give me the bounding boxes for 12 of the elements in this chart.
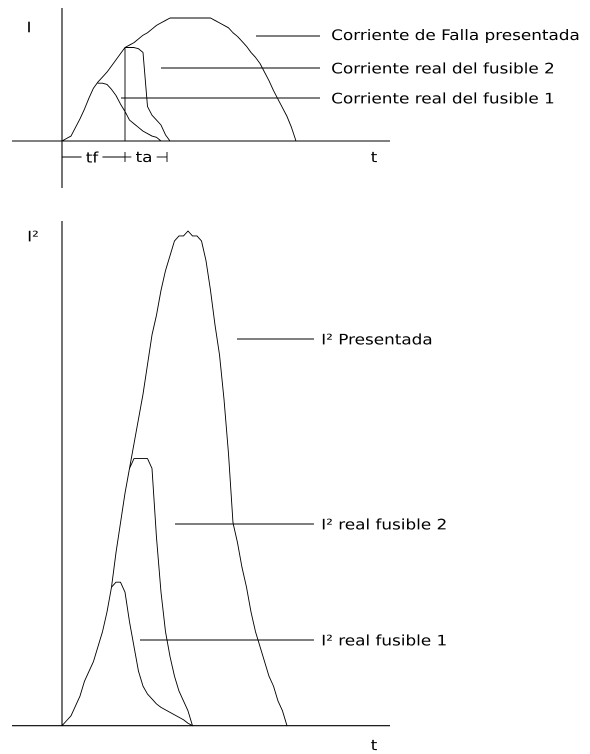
text: tf (86, 151, 99, 162)
y-axis-title: I (28, 22, 30, 32)
text: ta (136, 152, 151, 162)
text: Corriente real del fusible 1 (332, 92, 554, 104)
y-axis-title: I² (28, 230, 38, 242)
legend-label: Corriente de Falla presentada (332, 28, 578, 44)
text: I² real fusible 1 (322, 634, 446, 646)
x-axis-title: t (371, 152, 377, 162)
text: Corriente real del fusible 2 (332, 62, 554, 74)
text: I² real fusible 2 (322, 518, 446, 530)
text: I² Presentada (322, 333, 432, 345)
x-axis-title: t (371, 740, 377, 750)
